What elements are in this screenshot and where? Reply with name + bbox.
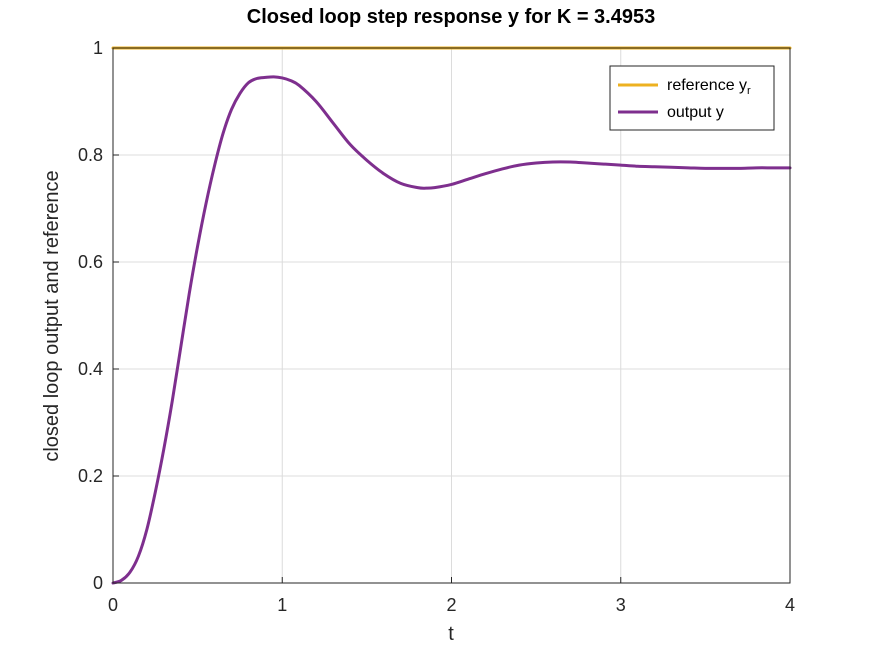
y-tick-label: 0.6 (78, 252, 103, 272)
legend-reference-label: reference yr (667, 77, 751, 97)
legend: reference yr output y (609, 65, 775, 131)
y-axis-label: closed loop output and reference (41, 170, 63, 461)
legend-box (609, 65, 775, 131)
output-series-line (111, 75, 792, 585)
legend-reference-text: reference y (667, 77, 747, 94)
x-tick-label: 4 (785, 595, 795, 615)
x-tick-label: 2 (446, 595, 456, 615)
chart-title: Closed loop step response y for K = 3.49… (247, 6, 655, 28)
y-tick-label: 0.2 (78, 466, 103, 486)
y-tick-label: 0.8 (78, 145, 103, 165)
ticks: 0 1 2 3 4 0 0.2 0.4 0.6 0.8 1 (78, 38, 795, 615)
x-tick-label: 3 (616, 595, 626, 615)
y-tick-label: 1 (93, 38, 103, 58)
y-tick-label: 0 (93, 573, 103, 593)
legend-reference-subscript: r (747, 85, 751, 97)
x-axis-label: t (448, 623, 454, 645)
y-tick-label: 0.4 (78, 359, 103, 379)
legend-output-label: output y (667, 104, 724, 121)
x-tick-label: 0 (108, 595, 118, 615)
x-tick-label: 1 (277, 595, 287, 615)
